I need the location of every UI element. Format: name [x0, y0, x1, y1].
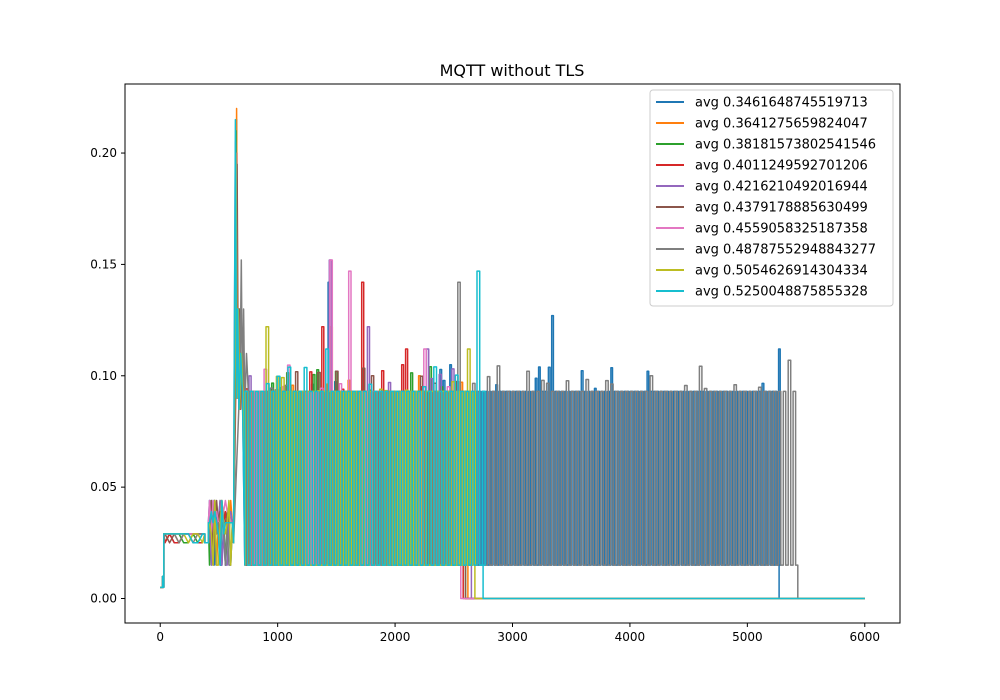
legend-label: avg 0.4216210492016944 — [695, 180, 868, 195]
legend-label: avg 0.38181573802541546 — [695, 138, 876, 153]
y-tick-label: 0.10 — [90, 369, 117, 383]
y-axis: 0.00 0.05 0.10 0.15 0.20 — [90, 146, 125, 606]
y-tick-label: 0.05 — [90, 480, 117, 494]
series-layer — [160, 107, 865, 600]
legend-label: avg 0.4559058325187358 — [695, 222, 868, 237]
chart-title: MQTT without TLS — [440, 61, 585, 80]
legend-box — [649, 89, 894, 307]
x-tick-label: 3000 — [497, 630, 528, 644]
legend: avg 0.3461648745519713 avg 0.364127565982… — [649, 89, 894, 307]
legend-label: avg 0.5250048875855328 — [695, 285, 868, 300]
y-tick-label: 0.15 — [90, 257, 117, 271]
legend-label: avg 0.5054626914304334 — [695, 264, 868, 279]
x-tick-label: 5000 — [732, 630, 763, 644]
legend-label: avg 0.48787552948843277 — [695, 243, 876, 258]
legend-label: avg 0.4379178885630499 — [695, 201, 868, 216]
x-tick-label: 4000 — [615, 630, 646, 644]
legend-label: avg 0.3641275659824047 — [695, 117, 868, 132]
series-line-10 — [160, 118, 865, 600]
x-tick-label: 2000 — [380, 630, 411, 644]
legend-label: avg 0.3461648745519713 — [695, 96, 868, 111]
x-tick-label: 1000 — [262, 630, 293, 644]
y-tick-label: 0.20 — [90, 146, 117, 160]
x-tick-label: 6000 — [849, 630, 880, 644]
y-tick-label: 0.00 — [90, 592, 117, 606]
x-axis: 0 1000 2000 3000 4000 5000 6000 — [156, 623, 880, 644]
x-tick-label: 0 — [156, 630, 164, 644]
legend-label: avg 0.4011249592701206 — [695, 159, 868, 174]
